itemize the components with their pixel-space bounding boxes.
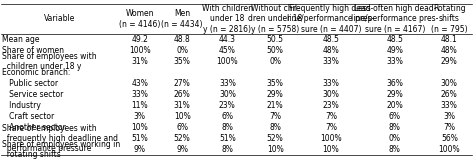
Text: 9%: 9% xyxy=(134,145,146,154)
Text: 45%: 45% xyxy=(219,46,236,55)
Text: 11%: 11% xyxy=(131,101,148,110)
Text: 27%: 27% xyxy=(174,79,191,88)
Text: 100%: 100% xyxy=(129,46,150,55)
Text: 35%: 35% xyxy=(174,57,191,66)
Text: 33%: 33% xyxy=(386,57,403,66)
Text: 49%: 49% xyxy=(386,46,403,55)
Text: 44.3: 44.3 xyxy=(219,35,236,44)
Text: 49.2: 49.2 xyxy=(131,35,148,44)
Text: 0%: 0% xyxy=(176,46,188,55)
Text: 48%: 48% xyxy=(323,46,339,55)
Text: 26%: 26% xyxy=(174,90,191,99)
Text: 30%: 30% xyxy=(323,90,339,99)
Text: Share of employees with
  children under 18 y: Share of employees with children under 1… xyxy=(2,52,97,71)
Text: 23%: 23% xyxy=(323,101,339,110)
Text: 7%: 7% xyxy=(325,123,337,132)
Text: 33%: 33% xyxy=(323,79,339,88)
Text: 10%: 10% xyxy=(323,145,339,154)
Text: Public sector: Public sector xyxy=(2,79,58,88)
Text: 48.1: 48.1 xyxy=(441,35,458,44)
Text: 0%: 0% xyxy=(389,134,401,143)
Text: 3%: 3% xyxy=(443,112,456,121)
Text: Variable: Variable xyxy=(44,14,75,24)
Text: Women
(n = 4146): Women (n = 4146) xyxy=(119,9,160,29)
Text: 3%: 3% xyxy=(134,112,146,121)
Text: 100%: 100% xyxy=(438,145,460,154)
Text: Share of employees working in
  rotating shifts: Share of employees working in rotating s… xyxy=(2,140,120,159)
Text: 51%: 51% xyxy=(219,134,236,143)
Text: 29%: 29% xyxy=(267,90,283,99)
Text: Mean age: Mean age xyxy=(2,35,40,44)
Text: Share of employees with
  frequently high deadline and
  performance pressure: Share of employees with frequently high … xyxy=(2,124,118,153)
Text: 48.5: 48.5 xyxy=(323,35,339,44)
Text: 51%: 51% xyxy=(131,134,148,143)
Text: 100%: 100% xyxy=(320,134,342,143)
Text: Economic branch:: Economic branch: xyxy=(2,68,71,77)
Text: Craft sector: Craft sector xyxy=(2,112,55,121)
Text: 8%: 8% xyxy=(269,123,281,132)
Text: 52%: 52% xyxy=(174,134,191,143)
Text: 8%: 8% xyxy=(221,145,233,154)
Text: 35%: 35% xyxy=(267,79,283,88)
Text: 48%: 48% xyxy=(441,46,458,55)
Text: 33%: 33% xyxy=(131,90,148,99)
Text: 29%: 29% xyxy=(441,57,458,66)
Text: 0%: 0% xyxy=(269,57,281,66)
Text: 6%: 6% xyxy=(176,123,188,132)
Text: 21%: 21% xyxy=(267,101,283,110)
Text: 33%: 33% xyxy=(441,101,458,110)
Text: 7%: 7% xyxy=(443,123,456,132)
Text: 33%: 33% xyxy=(219,79,236,88)
Text: 9%: 9% xyxy=(176,145,188,154)
Text: 52%: 52% xyxy=(267,134,283,143)
Text: 48.8: 48.8 xyxy=(174,35,191,44)
Text: 23%: 23% xyxy=(219,101,236,110)
Text: 50.5: 50.5 xyxy=(267,35,284,44)
Text: 31%: 31% xyxy=(174,101,191,110)
Text: 50%: 50% xyxy=(267,46,283,55)
Text: 43%: 43% xyxy=(131,79,148,88)
Text: With children
under 18
y (n = 2816): With children under 18 y (n = 2816) xyxy=(202,4,253,34)
Text: 10%: 10% xyxy=(267,145,283,154)
Text: Rotating
shifts
(n = 795): Rotating shifts (n = 795) xyxy=(431,4,468,34)
Text: 10%: 10% xyxy=(131,123,148,132)
Text: 7%: 7% xyxy=(325,112,337,121)
Text: Men
(n = 4434): Men (n = 4434) xyxy=(162,9,203,29)
Text: 30%: 30% xyxy=(219,90,236,99)
Text: 56%: 56% xyxy=(441,134,458,143)
Text: Share of women: Share of women xyxy=(2,46,64,55)
Text: 100%: 100% xyxy=(217,57,238,66)
Text: Frequently high dead-
line/performance pres-
sure (n = 4407): Frequently high dead- line/performance p… xyxy=(287,4,375,34)
Text: 7%: 7% xyxy=(269,112,281,121)
Text: 30%: 30% xyxy=(441,79,458,88)
Text: 48.5: 48.5 xyxy=(386,35,403,44)
Text: 10%: 10% xyxy=(174,112,191,121)
Text: Without chil-
dren under 18
y (n = 5758): Without chil- dren under 18 y (n = 5758) xyxy=(248,4,302,34)
Text: Industry: Industry xyxy=(2,101,41,110)
Text: 33%: 33% xyxy=(323,57,339,66)
Text: 6%: 6% xyxy=(389,112,401,121)
Text: 20%: 20% xyxy=(386,101,403,110)
Text: Service sector: Service sector xyxy=(2,90,64,99)
Text: 36%: 36% xyxy=(386,79,403,88)
Text: 29%: 29% xyxy=(386,90,403,99)
Text: 8%: 8% xyxy=(389,145,401,154)
Text: 31%: 31% xyxy=(131,57,148,66)
Text: 26%: 26% xyxy=(441,90,458,99)
Text: 8%: 8% xyxy=(389,123,401,132)
Text: 8%: 8% xyxy=(221,123,233,132)
Text: 6%: 6% xyxy=(221,112,233,121)
Text: Less often high dead-
line/performance pres-
sure (n = 4167): Less often high dead- line/performance p… xyxy=(351,4,438,34)
Text: Another sector: Another sector xyxy=(2,123,66,132)
